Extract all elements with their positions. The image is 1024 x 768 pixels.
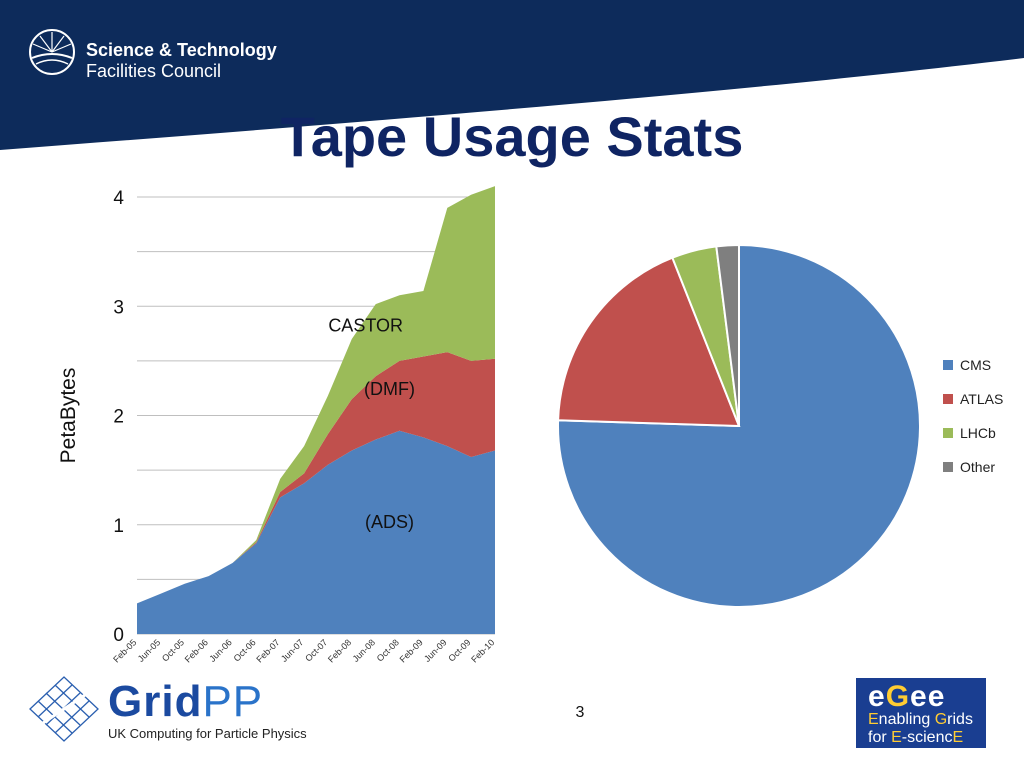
- area-series-0: [137, 430, 495, 634]
- area-ytick-label: 4: [113, 188, 124, 209]
- gridpp-wordmark: GridPP: [108, 677, 263, 727]
- legend-swatch: [943, 427, 953, 438]
- org-name: Science & Technology Facilities Council: [86, 40, 277, 82]
- header-band: [0, 0, 1024, 150]
- legend-label: Other: [960, 458, 996, 475]
- pie-chart: [557, 243, 921, 608]
- area-xtick-label: Feb-07: [254, 637, 281, 664]
- egee-l2-c: -scienc: [901, 729, 953, 746]
- legend-item-atlas: ATLAS: [943, 390, 1003, 407]
- header-band-shape: [0, 0, 1024, 150]
- area-xtick-label: Jun-08: [351, 637, 378, 664]
- gridpp-logo: GridPP UK Computing for Particle Physics: [20, 665, 350, 755]
- gridpp-mesh-icon: [29, 676, 99, 742]
- egee-wordmark: eGee: [868, 680, 945, 714]
- area-ytick-label: 0: [113, 625, 124, 646]
- org-name-line2: Facilities Council: [86, 61, 222, 81]
- legend-swatch: [943, 461, 953, 472]
- area-xtick-label: Feb-09: [398, 637, 425, 664]
- legend-label: ATLAS: [960, 390, 1004, 407]
- area-xtick-label: Oct-05: [160, 637, 186, 663]
- area-series-label: CASTOR: [328, 316, 403, 336]
- area-xtick-label: Feb-06: [183, 637, 210, 664]
- legend-item-cms: CMS: [943, 356, 1003, 373]
- pie-legend: CMS ATLAS LHCb Other: [943, 356, 1003, 492]
- legend-swatch: [943, 393, 953, 404]
- pie-slice-atlas: [557, 256, 741, 428]
- page-number: 3: [575, 704, 585, 721]
- egee-l2-a: for: [868, 729, 892, 746]
- area-ytick-label: 2: [113, 407, 124, 428]
- legend-item-lhcb: LHCb: [943, 424, 1003, 441]
- stfc-logo-icon: [29, 29, 75, 75]
- egee-l2-d: E: [952, 729, 964, 746]
- area-xtick-label: Oct-09: [446, 637, 472, 663]
- egee-l2-b: E: [891, 729, 902, 746]
- area-ytick-label: 3: [113, 297, 124, 318]
- egee-tagline-line1: Enabling Grids: [868, 711, 973, 729]
- legend-label: CMS: [960, 356, 992, 373]
- area-chart: (ADS)(DMF)CASTOR01234PetaBytesFeb-05Jun-…: [57, 186, 496, 665]
- legend-swatch: [943, 359, 953, 370]
- egee-l1-a: E: [868, 711, 879, 728]
- org-name-line1: Science & Technology: [86, 40, 277, 60]
- area-xtick-label: Jun-09: [422, 637, 449, 664]
- area-series-label: (ADS): [365, 512, 414, 532]
- gridpp-wordmark-pp: PP: [202, 677, 264, 726]
- slide-title: Tape Usage Stats: [280, 105, 744, 168]
- area-ytick-label: 1: [113, 516, 124, 537]
- area-ylabel: PetaBytes: [57, 368, 80, 464]
- egee-l1-b: nabling: [878, 711, 935, 728]
- egee-wordmark-ee: ee: [910, 680, 946, 713]
- gridpp-tagline: UK Computing for Particle Physics: [108, 726, 307, 741]
- area-series-1: [137, 352, 495, 604]
- legend-label: LHCb: [960, 424, 996, 441]
- egee-logo: eGee Enabling Grids for E-sciencE: [856, 678, 986, 748]
- egee-l1-d: rids: [947, 711, 973, 728]
- area-xtick-label: Oct-08: [375, 637, 401, 663]
- egee-tagline-line2: for E-sciencE: [868, 729, 963, 747]
- egee-wordmark-g: G: [885, 680, 911, 713]
- area-series-label: (DMF): [364, 379, 415, 399]
- area-xtick-label: Jun-07: [279, 637, 306, 664]
- area-xtick-label: Feb-08: [326, 637, 353, 664]
- area-xtick-label: Oct-06: [232, 637, 258, 663]
- egee-wordmark-e: e: [868, 680, 886, 713]
- gridpp-wordmark-grid: Grid: [108, 677, 203, 726]
- area-series-2: [137, 186, 495, 604]
- area-xtick-label: Oct-07: [303, 637, 329, 663]
- pie-slice-other: [715, 243, 740, 427]
- area-xtick-label: Jun-05: [136, 637, 163, 664]
- area-xtick-label: Jun-06: [207, 637, 234, 664]
- egee-l1-c: G: [934, 711, 948, 728]
- area-xtick-label: Feb-10: [469, 637, 496, 664]
- legend-item-other: Other: [943, 458, 1003, 475]
